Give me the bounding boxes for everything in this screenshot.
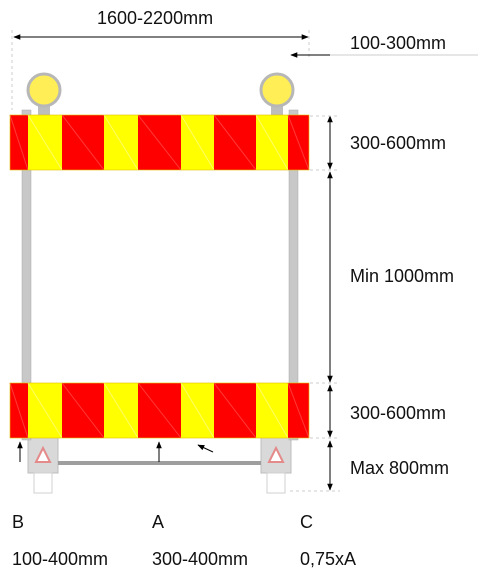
left-foot-icon [27, 436, 59, 494]
bottom-board-stripe-diagonal [287, 382, 310, 439]
top-board-stripe-diagonal [213, 114, 257, 171]
overall-width-label: 1600-2200mm [97, 8, 214, 28]
top-warning-board [9, 114, 310, 171]
bottom-board-stripe-diagonal [137, 382, 182, 439]
bottom-warning-board [9, 382, 310, 439]
top-board-stripe-diagonal [287, 114, 310, 171]
bottom-board-stripe-diagonal [61, 382, 105, 439]
bottom-board-stripe-diagonal [213, 382, 257, 439]
marker-b-label: B [12, 512, 25, 532]
marker-c-value: 0,75xA [300, 549, 357, 569]
base-height-label: Max 800mm [350, 458, 450, 478]
top-board-stripe-diagonal [61, 114, 105, 171]
right-warning-lamp-icon [259, 72, 295, 116]
top-board-stripe-diagonal [255, 114, 289, 171]
bottom-board-stripe-diagonal [27, 382, 63, 439]
top-board-stripe-diagonal [27, 114, 63, 171]
gap-height-label: Min 1000mm [350, 266, 455, 286]
bottom-board-outline [9, 382, 310, 439]
bottom-board-stripe-diagonal [180, 382, 215, 439]
bottom-board-stripe-diagonal [103, 382, 139, 439]
marker-b-value: 100-400mm [12, 549, 109, 569]
marker-a-value: 300-400mm [152, 549, 249, 569]
marker-c-arrow [197, 444, 214, 453]
overhang-label: 100-300mm [350, 33, 447, 53]
bottom-board-height-label: 300-600mm [350, 403, 447, 423]
bottom-board-stripe-diagonal [255, 382, 289, 439]
marker-c-label: C [300, 512, 313, 532]
top-board-stripe-diagonal [9, 114, 29, 171]
top-board-outline [9, 114, 310, 171]
left-post [21, 109, 32, 441]
left-warning-lamp-icon [26, 72, 62, 116]
right-foot-icon [260, 436, 292, 494]
bottom-board-stripe-diagonal [9, 382, 29, 439]
base-crossbar [58, 461, 261, 465]
top-board-stripe-diagonal [137, 114, 182, 171]
top-board-height-label: 300-600mm [350, 133, 447, 153]
top-board-stripe-diagonal [103, 114, 139, 171]
marker-a-label: A [152, 512, 165, 532]
right-post [288, 109, 299, 441]
top-board-stripe-diagonal [180, 114, 215, 171]
